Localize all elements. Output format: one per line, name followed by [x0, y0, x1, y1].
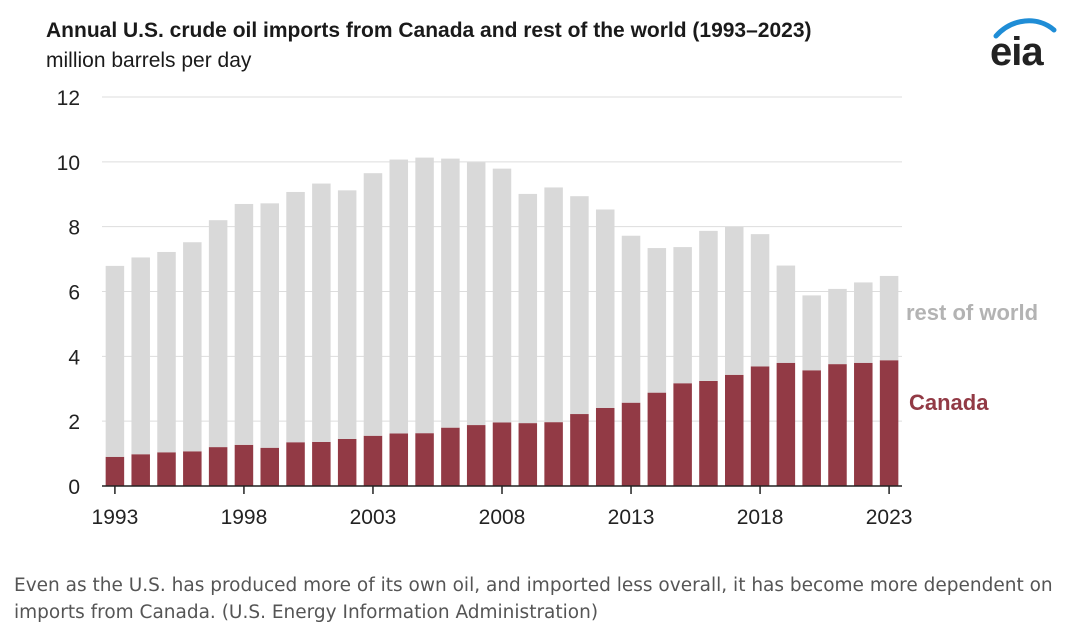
x-tick-label: 2008 — [479, 506, 526, 529]
bar-rest-of-world — [570, 196, 589, 415]
bar-canada — [208, 447, 228, 486]
x-tick-label: 2003 — [350, 506, 397, 529]
eia-logo-swoosh-icon — [993, 18, 1057, 39]
bar-rest-of-world — [647, 248, 667, 393]
bar-canada — [828, 364, 847, 486]
bar-rest-of-world — [879, 275, 899, 361]
bar-canada — [441, 427, 460, 486]
bar-rest-of-world — [621, 235, 641, 403]
axes: 0 2 4 6 8 10 12 1993 1998 2003 2008 2013 2018 2023 — [57, 87, 913, 529]
legend-canada: Canada — [909, 390, 989, 415]
bar-canada — [673, 383, 692, 486]
bar-canada — [492, 422, 512, 486]
bar-rest-of-world — [260, 203, 279, 448]
bar-canada — [415, 433, 434, 486]
bar-canada — [518, 423, 538, 486]
bar-rest-of-world — [441, 158, 460, 428]
bar-rest-of-world — [157, 251, 176, 453]
y-tick-label: 10 — [57, 152, 80, 175]
bar-canada — [234, 444, 254, 486]
bar-rest-of-world — [415, 157, 434, 434]
bar-rest-of-world — [183, 242, 202, 452]
bar-canada — [105, 456, 125, 486]
x-tick-label: 2023 — [866, 506, 913, 529]
bar-canada — [750, 366, 770, 486]
y-tick-label: 6 — [68, 282, 80, 305]
bar-canada — [157, 452, 176, 486]
bar-rest-of-world — [312, 183, 331, 442]
bar-canada — [699, 380, 718, 486]
bar-rest-of-world — [595, 209, 615, 408]
legend-rest-of-world: rest of world — [906, 300, 1038, 325]
bars — [105, 157, 899, 486]
bar-canada — [131, 454, 150, 486]
y-tick-label: 2 — [68, 411, 80, 434]
chart-subtitle: million barrels per day — [46, 49, 252, 72]
bar-canada — [260, 447, 279, 486]
bar-rest-of-world — [286, 191, 305, 443]
bar-rest-of-world — [105, 265, 125, 457]
bar-canada — [466, 425, 486, 486]
x-tick-label: 2018 — [737, 506, 784, 529]
x-tick-label: 2013 — [608, 506, 655, 529]
bar-canada — [337, 438, 357, 486]
bar-rest-of-world — [854, 282, 873, 363]
bar-canada — [879, 360, 899, 486]
bar-canada — [389, 433, 409, 486]
bar-canada — [312, 441, 331, 486]
bar-canada — [286, 442, 305, 486]
bar-canada — [570, 414, 589, 486]
eia-logo-text: eia — [990, 30, 1044, 74]
y-tick-label: 8 — [68, 217, 80, 240]
bar-rest-of-world — [544, 187, 563, 423]
x-tick-label: 1993 — [92, 506, 139, 529]
figure-caption: Even as the U.S. has produced more of it… — [14, 575, 1053, 623]
bar-canada — [647, 392, 667, 486]
bar-rest-of-world — [673, 247, 692, 384]
bar-canada — [621, 402, 641, 486]
bar-rest-of-world — [131, 257, 150, 455]
bar-canada — [363, 435, 383, 486]
bar-rest-of-world — [234, 203, 254, 445]
bar-rest-of-world — [828, 288, 847, 365]
y-tick-label: 12 — [57, 87, 80, 110]
bar-rest-of-world — [492, 168, 512, 423]
bar-canada — [725, 374, 744, 486]
bar-rest-of-world — [518, 193, 538, 424]
stacked-bar-chart: 0 2 4 6 8 10 12 1993 1998 2003 2008 2013 2018 2023 re… — [57, 87, 1038, 529]
bar-rest-of-world — [208, 220, 228, 448]
bar-canada — [802, 370, 821, 486]
x-tick-label: 1998 — [221, 506, 268, 529]
bar-rest-of-world — [725, 226, 744, 375]
bar-rest-of-world — [363, 173, 383, 436]
y-tick-label: 0 — [68, 476, 80, 499]
bar-rest-of-world — [699, 230, 718, 381]
bar-rest-of-world — [750, 234, 770, 367]
chart-title: Annual U.S. crude oil imports from Canad… — [46, 19, 812, 42]
bar-canada — [776, 362, 796, 486]
bar-rest-of-world — [776, 265, 796, 363]
bar-rest-of-world — [389, 159, 409, 434]
bar-rest-of-world — [802, 295, 821, 371]
bar-canada — [854, 362, 873, 486]
bar-canada — [595, 407, 615, 486]
bar-canada — [183, 451, 202, 486]
eia-logo: eia — [990, 14, 1060, 74]
bar-canada — [544, 422, 563, 486]
bar-rest-of-world — [466, 162, 486, 426]
y-tick-label: 4 — [68, 346, 80, 369]
bar-rest-of-world — [337, 190, 357, 439]
